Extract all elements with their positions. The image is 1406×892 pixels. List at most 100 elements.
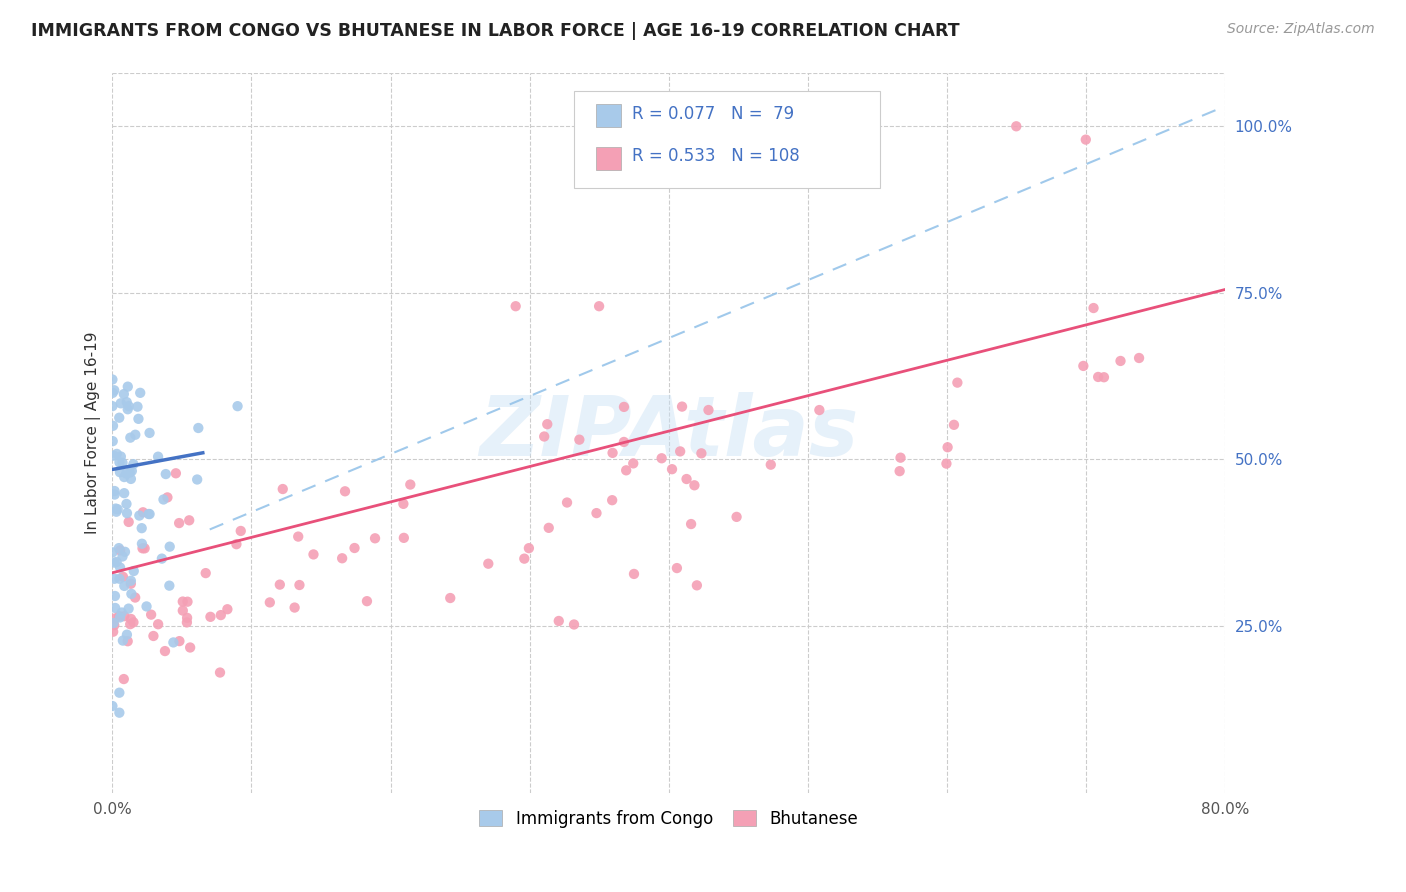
Point (517, 541, 540, 556)
Point (101, 418, 124, 433)
Point (110, 450, 132, 464)
Point (439, 591, 461, 605)
Point (108, 455, 131, 469)
Point (124, 591, 146, 605)
Point (115, 497, 138, 511)
Point (392, 497, 415, 511)
Point (111, 456, 134, 470)
Point (152, 492, 174, 507)
Point (135, 599, 157, 614)
Point (103, 449, 125, 463)
Point (112, 672, 135, 686)
Point (1073, 359, 1095, 373)
Point (111, 606, 134, 620)
Point (129, 385, 152, 400)
Point (284, 600, 307, 615)
Point (110, 396, 132, 410)
Point (1083, 301, 1105, 315)
Point (104, 501, 127, 516)
Point (108, 572, 131, 586)
Point (105, 447, 128, 461)
Point (120, 587, 142, 601)
FancyBboxPatch shape (574, 91, 880, 188)
Point (155, 467, 177, 481)
Point (217, 602, 239, 616)
Point (621, 456, 644, 470)
Point (122, 615, 145, 630)
Point (942, 417, 965, 432)
Point (131, 541, 153, 556)
Point (209, 608, 232, 623)
Legend: Immigrants from Congo, Bhutanese: Immigrants from Congo, Bhutanese (472, 804, 865, 835)
Point (226, 399, 249, 413)
Point (120, 472, 142, 486)
Point (111, 633, 134, 648)
Text: Source: ZipAtlas.com: Source: ZipAtlas.com (1227, 22, 1375, 37)
Point (117, 601, 139, 615)
Text: R = 0.533   N = 108: R = 0.533 N = 108 (631, 147, 800, 165)
Point (120, 612, 142, 626)
Point (302, 548, 325, 562)
Point (115, 628, 138, 642)
Point (159, 540, 181, 554)
Point (562, 617, 585, 632)
Point (194, 566, 217, 581)
Point (669, 444, 692, 458)
Point (108, 543, 131, 558)
Point (105, 555, 128, 569)
Point (269, 577, 291, 591)
Point (1092, 370, 1115, 384)
Point (364, 531, 387, 545)
Point (229, 524, 252, 538)
Point (505, 299, 527, 313)
Point (585, 506, 607, 520)
Point (889, 450, 911, 465)
Point (156, 491, 179, 505)
Point (225, 537, 247, 551)
Point (122, 564, 145, 578)
Point (101, 372, 124, 386)
Point (108, 560, 131, 574)
Point (208, 665, 231, 680)
Point (101, 545, 124, 559)
Point (200, 610, 222, 624)
Point (671, 400, 693, 414)
Point (150, 551, 173, 566)
Point (613, 400, 636, 414)
Point (167, 516, 190, 530)
Point (681, 516, 703, 531)
Point (1109, 354, 1132, 368)
Point (115, 506, 138, 520)
Point (101, 385, 124, 400)
Point (131, 521, 153, 535)
Point (259, 595, 281, 609)
Point (104, 589, 127, 603)
Point (623, 566, 645, 581)
Text: IMMIGRANTS FROM CONGO VS BHUTANESE IN LABOR FORCE | AGE 16-19 CORRELATION CHART: IMMIGRANTS FROM CONGO VS BHUTANESE IN LA… (31, 22, 959, 40)
Point (146, 450, 169, 464)
Point (112, 609, 135, 624)
Point (108, 610, 131, 624)
Point (117, 634, 139, 648)
Point (112, 387, 135, 401)
Point (142, 629, 165, 643)
Point (131, 537, 153, 551)
Point (138, 507, 160, 521)
Text: R = 0.077   N =  79: R = 0.077 N = 79 (631, 105, 794, 123)
Point (343, 541, 366, 555)
Point (139, 607, 162, 622)
Point (513, 551, 536, 566)
Point (271, 482, 294, 496)
Point (101, 624, 124, 639)
Point (533, 429, 555, 443)
Point (104, 611, 127, 625)
Point (555, 495, 578, 509)
Point (108, 609, 131, 624)
Point (120, 574, 142, 588)
Point (614, 463, 637, 477)
Point (889, 464, 911, 478)
Point (103, 618, 125, 632)
Point (537, 521, 560, 535)
Point (128, 508, 150, 523)
Point (333, 484, 356, 499)
